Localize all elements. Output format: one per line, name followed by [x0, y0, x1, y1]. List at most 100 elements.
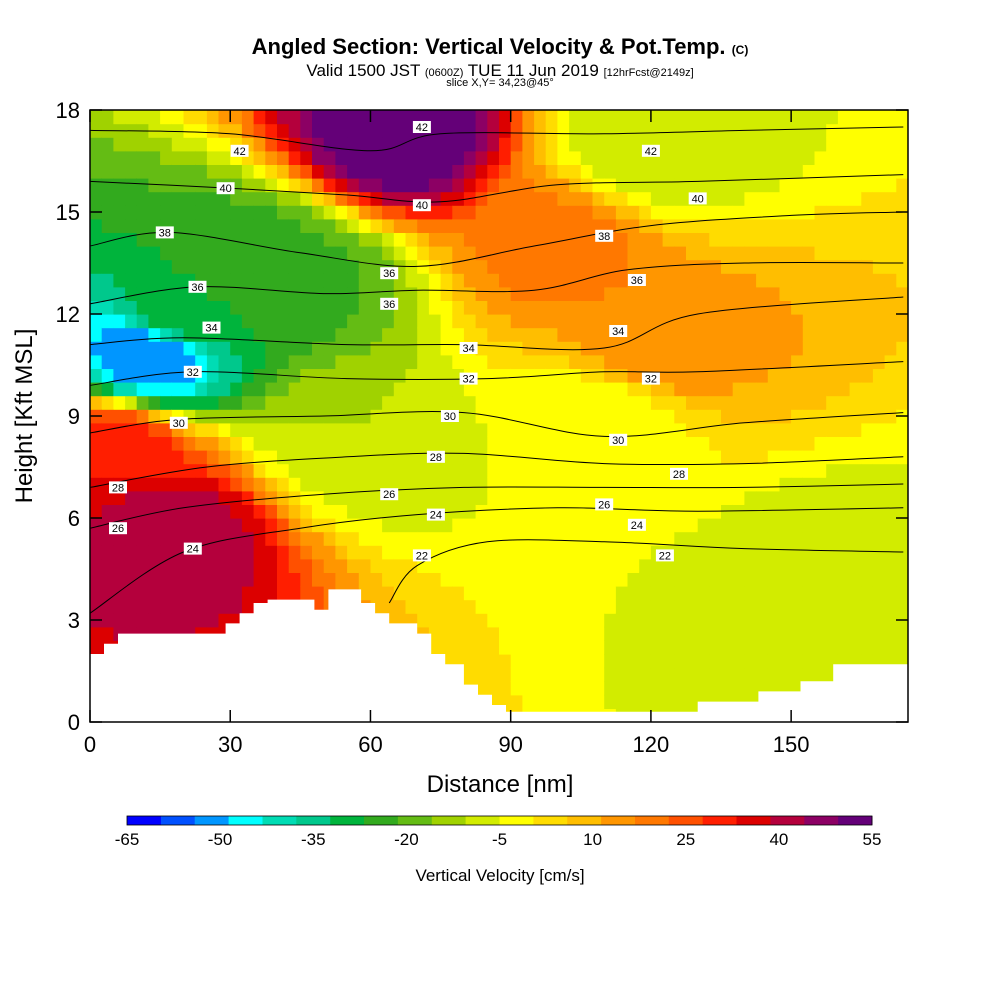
field-cell	[487, 531, 500, 546]
field-cell	[604, 654, 617, 669]
field-cell	[522, 490, 535, 505]
field-cell	[312, 354, 325, 369]
field-cell	[241, 368, 255, 383]
contour-label: 36	[383, 299, 395, 311]
field-cell	[218, 137, 231, 152]
field-cell	[814, 463, 827, 478]
field-cell	[253, 572, 266, 587]
field-cell	[814, 450, 827, 465]
field-cell	[475, 273, 488, 288]
field-cell	[463, 409, 477, 424]
field-cell	[674, 150, 687, 165]
field-cell	[767, 259, 781, 274]
field-cell	[300, 110, 313, 125]
field-cell	[218, 572, 231, 587]
field-cell	[475, 232, 488, 247]
field-cell	[650, 477, 664, 492]
field-cell	[475, 123, 488, 138]
field-cell	[615, 640, 629, 655]
field-cell	[265, 178, 278, 193]
contour-label-bg	[595, 229, 614, 242]
field-cell	[756, 640, 769, 655]
field-cell	[125, 518, 138, 533]
field-cell	[697, 259, 710, 274]
field-cell	[183, 613, 196, 628]
field-cell	[534, 178, 547, 193]
colorbar-swatch	[702, 816, 738, 825]
field-cell	[849, 395, 862, 410]
field-cell	[113, 422, 126, 437]
field-cell	[183, 572, 196, 587]
field-cell	[674, 123, 687, 138]
field-cell	[896, 382, 908, 397]
contour-label-bg	[641, 144, 660, 157]
field-cell	[417, 558, 430, 573]
field-cell	[849, 409, 862, 424]
field-cell	[522, 654, 535, 669]
field-cell	[861, 123, 874, 138]
field-cell	[288, 368, 301, 383]
field-cell	[300, 341, 313, 356]
field-cell	[814, 477, 827, 492]
field-cell	[312, 123, 325, 138]
field-cell	[557, 368, 570, 383]
field-cell	[569, 545, 582, 560]
field-cell	[732, 640, 745, 655]
field-cell	[335, 572, 348, 587]
field-cell	[323, 191, 336, 206]
field-cell	[499, 531, 512, 546]
field-cell	[650, 450, 664, 465]
field-cell	[382, 246, 395, 261]
field-cell	[639, 246, 652, 261]
field-cell	[370, 191, 383, 206]
field-cell	[148, 164, 161, 179]
field-cell	[195, 232, 208, 247]
field-cell	[277, 205, 290, 220]
field-cell	[312, 586, 325, 601]
field-cell	[674, 232, 687, 247]
field-cell	[709, 599, 722, 614]
field-cell	[849, 314, 862, 329]
field-cell	[756, 599, 769, 614]
field-cell	[557, 327, 570, 342]
field-cell	[323, 341, 336, 356]
field-cell	[136, 314, 149, 329]
field-cell	[113, 572, 126, 587]
field-cell	[452, 191, 465, 206]
field-cell	[335, 354, 348, 369]
field-cell	[872, 246, 886, 261]
field-cell	[592, 409, 605, 424]
field-cell	[639, 178, 652, 193]
field-cell	[148, 178, 161, 193]
field-cell	[849, 273, 862, 288]
field-cell	[802, 504, 816, 519]
field-cell	[382, 191, 395, 206]
field-cell	[253, 341, 266, 356]
field-cell	[791, 286, 804, 301]
field-cell	[323, 123, 336, 138]
field-cell	[779, 110, 792, 125]
field-cell	[569, 640, 582, 655]
contour-label-bg	[655, 549, 674, 562]
field-cell	[312, 545, 325, 560]
field-cell	[440, 640, 453, 655]
field-cell	[534, 694, 547, 709]
field-cell	[686, 395, 699, 410]
field-cell	[756, 613, 769, 628]
field-cell	[452, 422, 465, 437]
field-cell	[195, 463, 208, 478]
field-cell	[615, 137, 629, 152]
field-cell	[510, 613, 523, 628]
field-cell	[230, 518, 243, 533]
field-cell	[884, 640, 897, 655]
field-cell	[802, 218, 816, 233]
field-cell	[580, 613, 594, 628]
field-cell	[615, 409, 629, 424]
field-cell	[370, 518, 383, 533]
field-cell	[463, 477, 477, 492]
field-cell	[872, 531, 886, 546]
field-cell	[709, 613, 722, 628]
field-cell	[849, 354, 862, 369]
field-cell	[557, 667, 570, 682]
field-cell	[802, 640, 816, 655]
